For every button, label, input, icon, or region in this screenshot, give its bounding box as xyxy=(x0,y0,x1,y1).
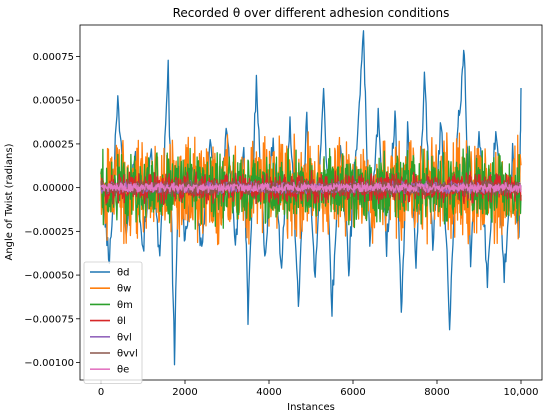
y-tick-label: −0.00100 xyxy=(24,358,74,369)
series-line-θd xyxy=(100,30,522,366)
series-line-θw xyxy=(100,131,522,246)
legend-label: θw xyxy=(117,284,131,295)
legend-box xyxy=(83,261,143,384)
plot-area xyxy=(79,24,543,381)
legend-label: θl xyxy=(117,316,126,327)
legend-label: θvvl xyxy=(117,349,138,360)
axes-frame xyxy=(79,24,543,381)
y-tick-label: 0.00025 xyxy=(33,139,74,150)
chart-title: Recorded θ over different adhesion condi… xyxy=(173,6,450,20)
legend-label: θm xyxy=(117,300,133,311)
legend: θd θw θm θl θvl θvvl θe xyxy=(83,261,143,384)
y-axis-title: Angle of Twist (radians) xyxy=(4,143,15,260)
y-tick-label: 0.00000 xyxy=(33,183,74,194)
legend-label: θvl xyxy=(117,332,132,343)
legend-label: θe xyxy=(117,365,129,376)
x-axis-title: Instances xyxy=(287,402,335,413)
y-tick-label: 0.00050 xyxy=(33,96,74,107)
series-layer xyxy=(100,30,522,366)
x-tick-label: 6000 xyxy=(340,387,365,398)
y-axis: −0.00100 −0.00075 −0.00050 −0.00025 0.00000 0… xyxy=(24,52,80,369)
x-tick-label: 4000 xyxy=(256,387,281,398)
y-tick-label: −0.00025 xyxy=(24,227,74,238)
y-tick-label: −0.00075 xyxy=(24,314,74,325)
x-tick-label: 8000 xyxy=(424,387,449,398)
x-tick-label: 0 xyxy=(98,387,104,398)
series-line-θe xyxy=(100,181,522,194)
legend-label: θd xyxy=(117,268,129,279)
y-tick-label: −0.00050 xyxy=(24,271,74,282)
y-tick-label: 0.00075 xyxy=(33,52,74,63)
x-tick-label: 2000 xyxy=(172,387,197,398)
x-axis: 0 2000 4000 6000 8000 10,000 xyxy=(98,380,539,398)
x-tick-label: 10,000 xyxy=(504,387,539,398)
